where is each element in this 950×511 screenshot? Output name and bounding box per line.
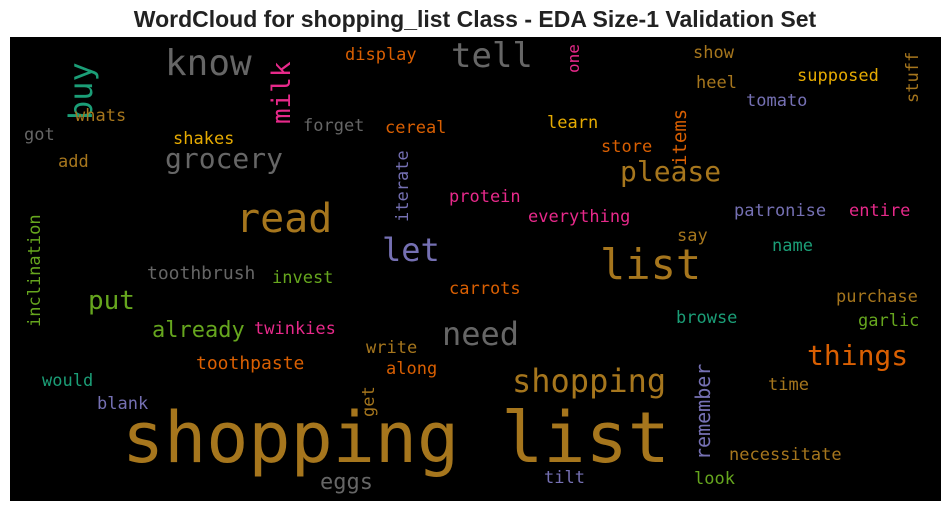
- word-supposed: supposed: [797, 66, 879, 86]
- word-already: already: [152, 318, 245, 343]
- word-eggs: eggs: [320, 470, 373, 495]
- word-tomato: tomato: [746, 91, 808, 111]
- word-learn: learn: [547, 113, 599, 133]
- word-time: time: [768, 375, 809, 395]
- word-one: one: [564, 44, 583, 73]
- word-twinkies: twinkies: [254, 319, 336, 339]
- word-tilt: tilt: [544, 468, 585, 488]
- word-add: add: [58, 152, 89, 172]
- chart-title: WordCloud for shopping_list Class - EDA …: [133, 6, 817, 32]
- word-stuff: stuff: [903, 51, 923, 103]
- word-say: say: [677, 226, 708, 246]
- word-whats: whats: [75, 106, 127, 126]
- word-tell: tell: [451, 37, 533, 76]
- word-got: got: [24, 125, 55, 145]
- word-entire: entire: [849, 201, 911, 221]
- word-browse: browse: [676, 308, 738, 328]
- word-purchase: purchase: [836, 287, 918, 307]
- word-read: read: [236, 196, 333, 242]
- word-iterate: iterate: [393, 150, 413, 222]
- word-along: along: [386, 359, 438, 379]
- word-necessitate: necessitate: [729, 445, 842, 465]
- word-name: name: [772, 236, 813, 256]
- word-garlic: garlic: [858, 311, 920, 331]
- word-things: things: [807, 339, 909, 372]
- word-milk: milk: [267, 61, 297, 124]
- word-display: display: [345, 45, 417, 65]
- word-carrots: carrots: [449, 279, 521, 299]
- word-grocery: grocery: [165, 142, 284, 175]
- word-toothbrush: toothbrush: [147, 263, 256, 284]
- word-remember: remember: [691, 363, 715, 460]
- word-everything: everything: [528, 207, 631, 227]
- word-patronise: patronise: [734, 201, 827, 221]
- word-put: put: [88, 286, 135, 316]
- word-know: know: [165, 43, 252, 84]
- word-items: items: [669, 108, 691, 166]
- word-write: write: [366, 338, 418, 358]
- word-forget: forget: [303, 116, 365, 136]
- word-look: look: [694, 469, 735, 489]
- word-get: get: [359, 386, 379, 417]
- word-blank: blank: [97, 394, 149, 414]
- word-list: list: [600, 240, 702, 289]
- word-shopping: shopping: [512, 362, 667, 400]
- word-inclination: inclination: [25, 214, 45, 327]
- word-shopping-list: shopping list: [122, 397, 670, 479]
- word-let: let: [382, 231, 440, 269]
- word-store: store: [601, 137, 653, 157]
- word-show: show: [693, 43, 734, 63]
- word-would: would: [42, 371, 94, 391]
- word-protein: protein: [449, 187, 521, 207]
- word-need: need: [442, 315, 520, 353]
- word-toothpaste: toothpaste: [196, 353, 305, 374]
- word-invest: invest: [272, 268, 334, 288]
- word-please: please: [620, 155, 722, 188]
- word-shakes: shakes: [173, 129, 235, 149]
- word-heel: heel: [696, 73, 737, 93]
- word-cloud: shopping list list read shopping know tell gro…: [10, 37, 941, 501]
- word-cereal: cereal: [385, 118, 447, 138]
